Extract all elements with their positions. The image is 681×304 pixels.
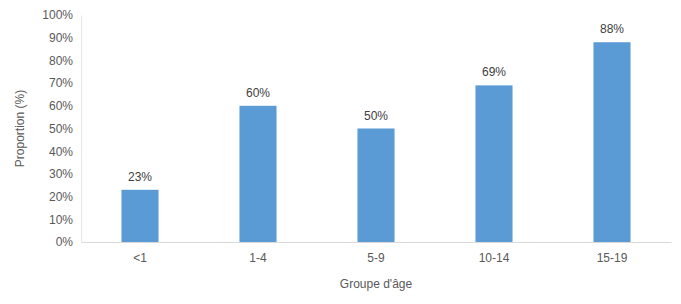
- y-tick: 20%: [49, 190, 81, 204]
- bar: [239, 106, 276, 242]
- x-tick: <1: [133, 242, 147, 265]
- y-tick-label: 40%: [49, 145, 73, 159]
- y-tick: 0%: [56, 235, 81, 249]
- y-axis-title: Proportion (%): [13, 90, 27, 167]
- data-label: 50%: [364, 109, 388, 123]
- data-label: 88%: [600, 22, 624, 36]
- data-label: 23%: [128, 170, 152, 184]
- y-tick-label: 100%: [42, 8, 73, 22]
- y-tick-label: 30%: [49, 167, 73, 181]
- x-tick-label: 10-14: [479, 251, 510, 265]
- data-labels: 23% 60% 50% 69% 88%: [128, 22, 624, 184]
- y-tick: 80%: [49, 54, 81, 68]
- x-axis: <1 1-4 5-9 10-14 15-19: [82, 242, 672, 265]
- y-tick-label: 90%: [49, 31, 73, 45]
- bar: [357, 129, 394, 243]
- y-axis: 0% 10% 20% 30% 40% 50% 60% 70% 80% 90% 100%: [42, 8, 81, 249]
- chart: 0% 10% 20% 30% 40% 50% 60% 70% 80% 90% 100% <1 1-4 5-…: [0, 0, 681, 304]
- bar: [121, 190, 158, 242]
- y-tick: 40%: [49, 145, 81, 159]
- y-tick-label: 80%: [49, 54, 73, 68]
- y-tick-label: 70%: [49, 76, 73, 90]
- y-tick: 10%: [49, 213, 81, 227]
- y-tick-label: 20%: [49, 190, 73, 204]
- y-tick: 60%: [49, 99, 81, 113]
- y-tick-label: 60%: [49, 99, 73, 113]
- y-tick-label: 0%: [56, 235, 74, 249]
- bar: [593, 42, 630, 242]
- x-axis-title: Groupe d'âge: [340, 277, 413, 291]
- x-tick-label: 1-4: [249, 251, 267, 265]
- x-tick-label: 5-9: [367, 251, 385, 265]
- bars: [121, 42, 630, 242]
- y-tick: 70%: [49, 76, 81, 90]
- y-tick-label: 10%: [49, 213, 73, 227]
- x-tick: 10-14: [479, 242, 510, 265]
- y-tick-label: 50%: [49, 122, 73, 136]
- x-axis-line: [82, 242, 672, 243]
- plot-area: 0% 10% 20% 30% 40% 50% 60% 70% 80% 90% 100% <1 1-4 5-…: [42, 8, 671, 264]
- bar: [475, 85, 512, 242]
- y-tick: 90%: [49, 31, 81, 45]
- x-tick-label: <1: [133, 251, 147, 265]
- y-tick: 50%: [49, 122, 81, 136]
- data-label: 60%: [246, 86, 270, 100]
- data-label: 69%: [482, 65, 506, 79]
- x-tick: 1-4: [249, 242, 267, 265]
- x-tick-label: 15-19: [597, 251, 628, 265]
- y-tick: 100%: [42, 8, 81, 22]
- x-tick: 5-9: [367, 242, 385, 265]
- y-axis-line: [81, 16, 82, 243]
- y-tick: 30%: [49, 167, 81, 181]
- x-tick: 15-19: [597, 242, 628, 265]
